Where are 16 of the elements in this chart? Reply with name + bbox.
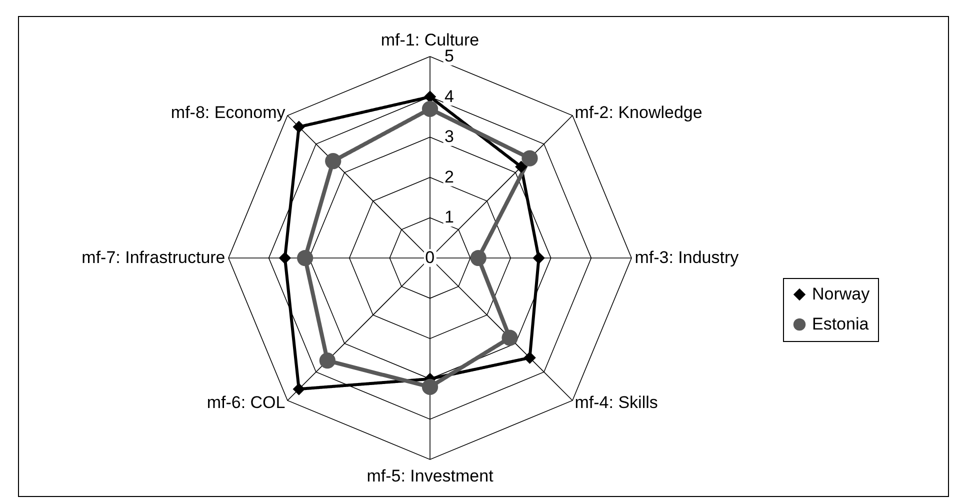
- spoke-label: mf-3: Industry: [634, 248, 740, 267]
- spoke-label: mf-8: Economy: [170, 103, 286, 122]
- legend-label: Estonia: [812, 314, 870, 334]
- spoke-label: mf-7: Infrastructure: [82, 248, 226, 267]
- y-tick-label: 2: [444, 167, 454, 186]
- y-tick-label: 1: [444, 208, 454, 227]
- spoke-label: mf-5: Investment: [366, 466, 494, 486]
- spoke-label: mf-1: Culture: [380, 30, 480, 50]
- y-tick-label: 4: [444, 86, 454, 106]
- spoke-label: mf-2: Knowledge: [574, 103, 702, 122]
- spoke-label: mf-4: Skills: [574, 392, 658, 412]
- y-tick-label: 3: [444, 127, 454, 146]
- y-tick-label: 0: [425, 248, 435, 267]
- spoke-label: mf-6: COL: [206, 392, 286, 412]
- legend-label: Norway: [812, 284, 870, 304]
- y-tick-label: 5: [444, 46, 454, 66]
